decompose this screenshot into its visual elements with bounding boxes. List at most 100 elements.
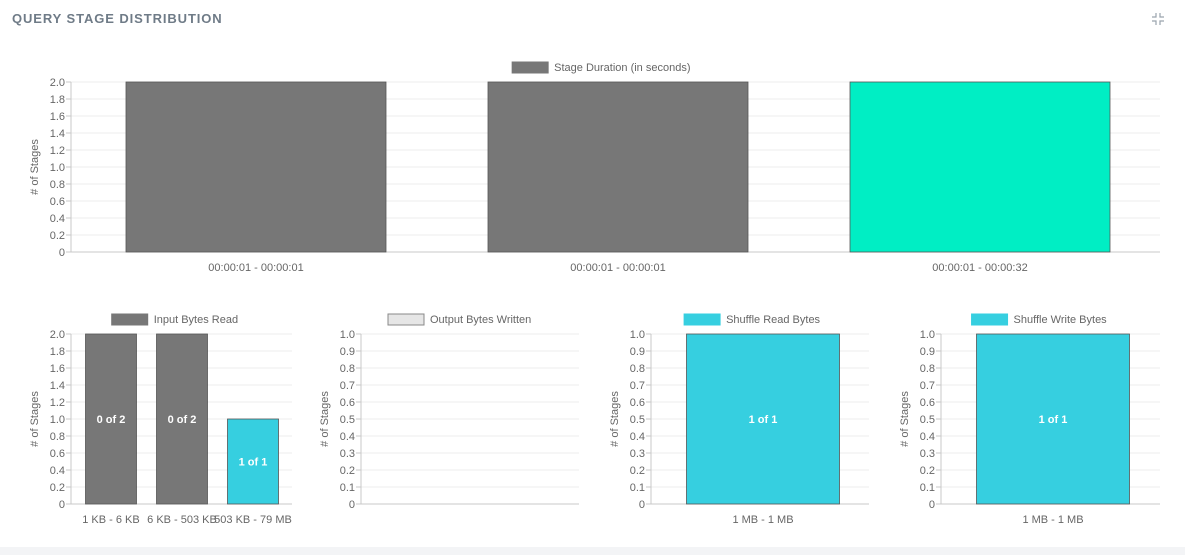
- y-tick-label: 0.4: [630, 431, 645, 443]
- y-axis-label: # of Stages: [899, 391, 911, 447]
- y-tick-label: 1.4: [50, 380, 65, 392]
- y-axis-label: # of Stages: [319, 391, 331, 447]
- y-tick-label: 0.7: [630, 380, 645, 392]
- bar: [686, 333, 840, 505]
- chart-shuffle-write: Shuffle Write Bytes 0 0.1 0.2 0.3 0.4 0.5 0.6 0.…: [899, 313, 1160, 526]
- y-tick-label: 0.9: [630, 346, 645, 358]
- y-tick-label: 2.0: [50, 329, 65, 341]
- y-tick-label: 0.2: [920, 465, 935, 477]
- y-tick-label: 0.6: [50, 448, 65, 460]
- x-tick-label: 1 MB - 1 MB: [1022, 514, 1083, 526]
- y-tick-label: 0.4: [50, 213, 65, 225]
- y-tick-label: 0.2: [50, 230, 65, 242]
- y-tick-label: 0.7: [920, 380, 935, 392]
- y-tick-label: 0: [349, 499, 355, 511]
- chart-shuffle-read: Shuffle Read Bytes 0 0.1 0.2 0.3 0.4 0.5 0.6 0.7…: [609, 313, 869, 526]
- y-tick-label: 1.2: [50, 145, 65, 157]
- y-tick-label: 1.0: [50, 414, 65, 426]
- y-tick-label: 0.6: [50, 196, 65, 208]
- legend-swatch: [511, 61, 549, 74]
- y-tick-label: 0.6: [630, 397, 645, 409]
- y-tick-label: 0.1: [630, 482, 645, 494]
- x-tick-label: 1 KB - 6 KB: [82, 514, 139, 526]
- y-axis-label: # of Stages: [29, 391, 41, 447]
- chart-output-bytes: Output Bytes Written 0 0.1 0.2 0.3 0.4 0.5 0.6 0…: [319, 313, 579, 511]
- y-tick-label: 0.4: [920, 431, 935, 443]
- legend-label: Stage Duration (in seconds): [554, 62, 690, 74]
- y-tick-label: 0: [59, 499, 65, 511]
- y-tick-label: 0.2: [340, 465, 355, 477]
- y-tick-label: 0.9: [920, 346, 935, 358]
- x-tick-label: 503 KB - 79 MB: [214, 514, 292, 526]
- y-tick-label: 0.9: [340, 346, 355, 358]
- legend-swatch: [971, 313, 1009, 326]
- x-tick-label: 00:00:01 - 00:00:01: [208, 262, 303, 274]
- y-tick-label: 1.8: [50, 94, 65, 106]
- bar: [849, 81, 1111, 253]
- bar: [487, 81, 749, 253]
- y-tick-label: 0.8: [50, 179, 65, 191]
- y-tick-label: 1.6: [50, 363, 65, 375]
- bar: [156, 333, 208, 505]
- y-tick-label: 0.7: [340, 380, 355, 392]
- legend-label: Shuffle Write Bytes: [1014, 314, 1108, 326]
- y-tick-label: 0.1: [920, 482, 935, 494]
- y-tick-label: 0.4: [50, 465, 65, 477]
- panel-title: QUERY STAGE DISTRIBUTION: [12, 11, 223, 26]
- y-tick-label: 0.5: [920, 414, 935, 426]
- legend-label: Shuffle Read Bytes: [726, 314, 820, 326]
- bar-label: 1 of 1: [1039, 414, 1068, 426]
- bar: [85, 333, 137, 505]
- y-tick-label: 0.3: [630, 448, 645, 460]
- y-tick-label: 1.0: [920, 329, 935, 341]
- x-tick-label: 1 MB - 1 MB: [732, 514, 793, 526]
- bar-label: 1 of 1: [239, 457, 268, 469]
- bar: [227, 418, 279, 505]
- chart-input-bytes: Input Bytes Read 0 0.2 0.4 0.6 0.8 1.0 1.2 1.4 1.…: [29, 313, 292, 526]
- y-tick-label: 0.5: [340, 414, 355, 426]
- y-tick-label: 0.1: [340, 482, 355, 494]
- y-tick-label: 0.2: [50, 482, 65, 494]
- legend-swatch: [111, 313, 149, 326]
- bar-label: 0 of 2: [168, 414, 197, 426]
- y-tick-label: 2.0: [50, 77, 65, 89]
- y-tick-label: 0.3: [920, 448, 935, 460]
- y-tick-label: 1.6: [50, 111, 65, 123]
- y-tick-label: 1.0: [50, 162, 65, 174]
- y-tick-label: 0.6: [920, 397, 935, 409]
- collapse-icon[interactable]: [1151, 12, 1165, 26]
- y-tick-label: 0.6: [340, 397, 355, 409]
- bar: [976, 333, 1130, 505]
- y-axis-label: # of Stages: [609, 391, 621, 447]
- y-axis-label: # of Stages: [29, 139, 41, 195]
- y-tick-label: 0.3: [340, 448, 355, 460]
- y-tick-label: 0.2: [630, 465, 645, 477]
- y-tick-label: 1.8: [50, 346, 65, 358]
- y-tick-label: 1.0: [340, 329, 355, 341]
- bar-label: 1 of 1: [749, 414, 778, 426]
- x-tick-label: 6 KB - 503 KB: [147, 514, 217, 526]
- y-tick-label: 0.8: [50, 431, 65, 443]
- bar: [125, 81, 387, 253]
- y-tick-label: 1.2: [50, 397, 65, 409]
- panel-footer-strip: [0, 547, 1185, 555]
- y-tick-label: 0: [929, 499, 935, 511]
- legend-swatch: [387, 313, 425, 326]
- y-tick-label: 1.0: [630, 329, 645, 341]
- y-tick-label: 0.4: [340, 431, 355, 443]
- x-tick-label: 00:00:01 - 00:00:01: [570, 262, 665, 274]
- y-tick-label: 0.5: [630, 414, 645, 426]
- y-tick-label: 0: [59, 247, 65, 259]
- chart-stage-duration: Stage Duration (in seconds) 0 0.2 0.4 0.6 0.8…: [29, 61, 1160, 274]
- y-tick-label: 1.4: [50, 128, 65, 140]
- x-tick-label: 00:00:01 - 00:00:32: [932, 262, 1027, 274]
- y-tick-label: 0.8: [920, 363, 935, 375]
- bar-label: 0 of 2: [97, 414, 126, 426]
- legend-label: Input Bytes Read: [154, 314, 238, 326]
- legend-label: Output Bytes Written: [430, 314, 531, 326]
- y-tick-label: 0: [639, 499, 645, 511]
- y-tick-label: 0.8: [630, 363, 645, 375]
- panel-header: QUERY STAGE DISTRIBUTION: [0, 0, 1185, 40]
- y-tick-label: 0.8: [340, 363, 355, 375]
